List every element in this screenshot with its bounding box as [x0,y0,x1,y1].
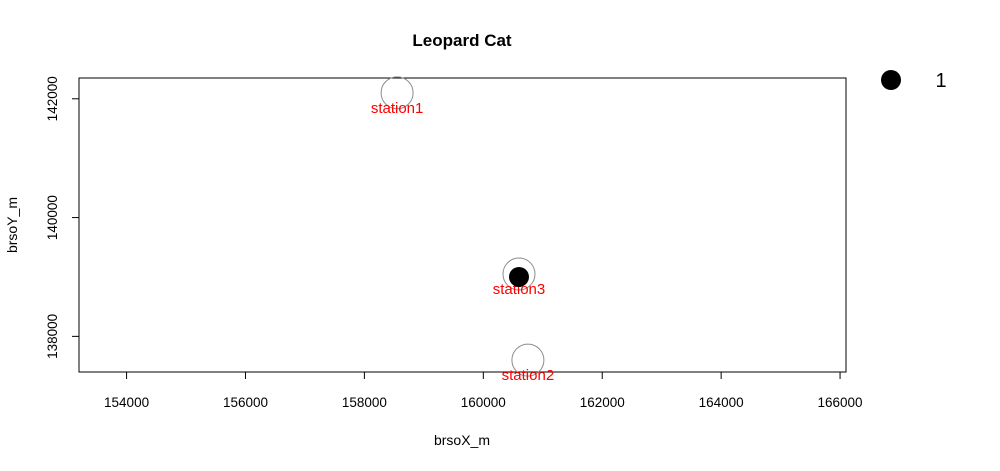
detection-point [508,266,529,287]
y-axis: 138000 140000 142000 [45,76,80,359]
x-tick-label: 154000 [104,395,149,410]
station-circle [502,257,536,291]
station-label: station1 [371,100,424,117]
legend-label: 1 [935,70,946,92]
x-tick-label: 164000 [699,395,744,410]
x-tick-label: 158000 [342,395,387,410]
station-markers: station1 station2 station3 [371,76,555,384]
legend-marker [881,70,901,90]
y-tick-label: 142000 [45,76,60,121]
x-tick-label: 162000 [580,395,625,410]
x-tick-label: 166000 [818,395,863,410]
station-label: station2 [502,367,555,384]
station-circle [511,343,545,377]
legend: 1 [881,70,947,92]
y-axis-label: brsoY_m [4,197,20,253]
y-tick-label: 140000 [45,195,60,240]
y-tick-label: 138000 [45,314,60,359]
x-axis-label: brsoX_m [434,432,490,448]
station-label: station3 [493,281,546,298]
plot-frame [78,77,847,373]
x-axis: 154000 156000 158000 160000 162000 164000 1660… [104,371,863,410]
detection-markers [508,266,529,287]
x-tick-label: 156000 [223,395,268,410]
x-tick-label: 160000 [461,395,506,410]
station-circle [380,76,414,110]
chart-title: Leopard Cat [412,31,512,50]
